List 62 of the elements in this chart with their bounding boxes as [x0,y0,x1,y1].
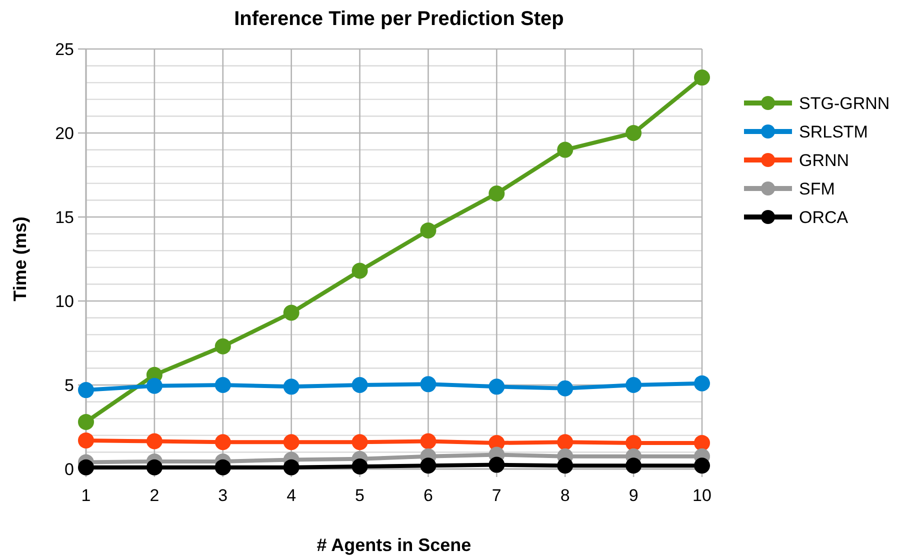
point [488,456,505,473]
x-tick-label: 10 [692,486,712,505]
y-tick-label: 5 [64,376,74,395]
point [420,458,436,474]
point [694,70,710,86]
point [626,125,642,141]
point [352,458,368,474]
point [78,432,94,448]
point [557,458,574,474]
point [352,434,368,450]
point [283,304,300,321]
legend-label: SRLSTM [799,122,868,142]
point [488,185,505,202]
point [214,434,231,450]
y-axis-title: Time (ms) [10,216,30,302]
y-tick-label: 15 [55,208,74,227]
y-tick-label: 10 [55,292,74,311]
legend-label: ORCA [799,208,849,227]
x-tick-label: 7 [492,486,502,505]
point [214,377,231,393]
chart-title: Inference Time per Prediction Step [234,8,564,30]
y-tick-label: 20 [55,124,74,143]
y-tick-label: 25 [55,40,74,59]
point [694,434,710,451]
point [557,380,574,396]
point [283,459,300,476]
x-tick-label: 6 [423,486,433,505]
legend-label: STG-GRNN [799,94,890,113]
y-tick-label: 0 [64,460,74,479]
point [214,338,231,354]
point [626,377,642,393]
point [146,378,162,394]
point [352,262,368,279]
point [78,382,94,398]
point [214,459,231,476]
x-tick-label: 1 [81,486,91,505]
point [420,222,436,238]
point [694,458,710,474]
point [488,378,505,395]
point [626,434,642,451]
point [420,433,436,450]
point [283,434,300,450]
legend-label: GRNN [799,150,850,170]
point [352,377,368,393]
point [557,142,574,158]
point [626,458,642,474]
x-tick-label: 5 [355,486,365,505]
point [146,433,162,450]
x-tick-label: 9 [628,486,638,505]
point [420,376,436,392]
x-tick-label: 3 [218,486,228,505]
point [283,378,300,395]
legend-label: SFM [799,179,835,198]
x-tick-label: 2 [150,486,160,505]
point [78,414,94,430]
x-axis-title: # Agents in Scene [316,535,472,555]
point [694,375,710,392]
point [146,459,162,476]
x-tick-label: 8 [560,486,570,505]
point [557,434,574,450]
point [78,459,94,476]
x-tick-label: 4 [286,486,296,505]
